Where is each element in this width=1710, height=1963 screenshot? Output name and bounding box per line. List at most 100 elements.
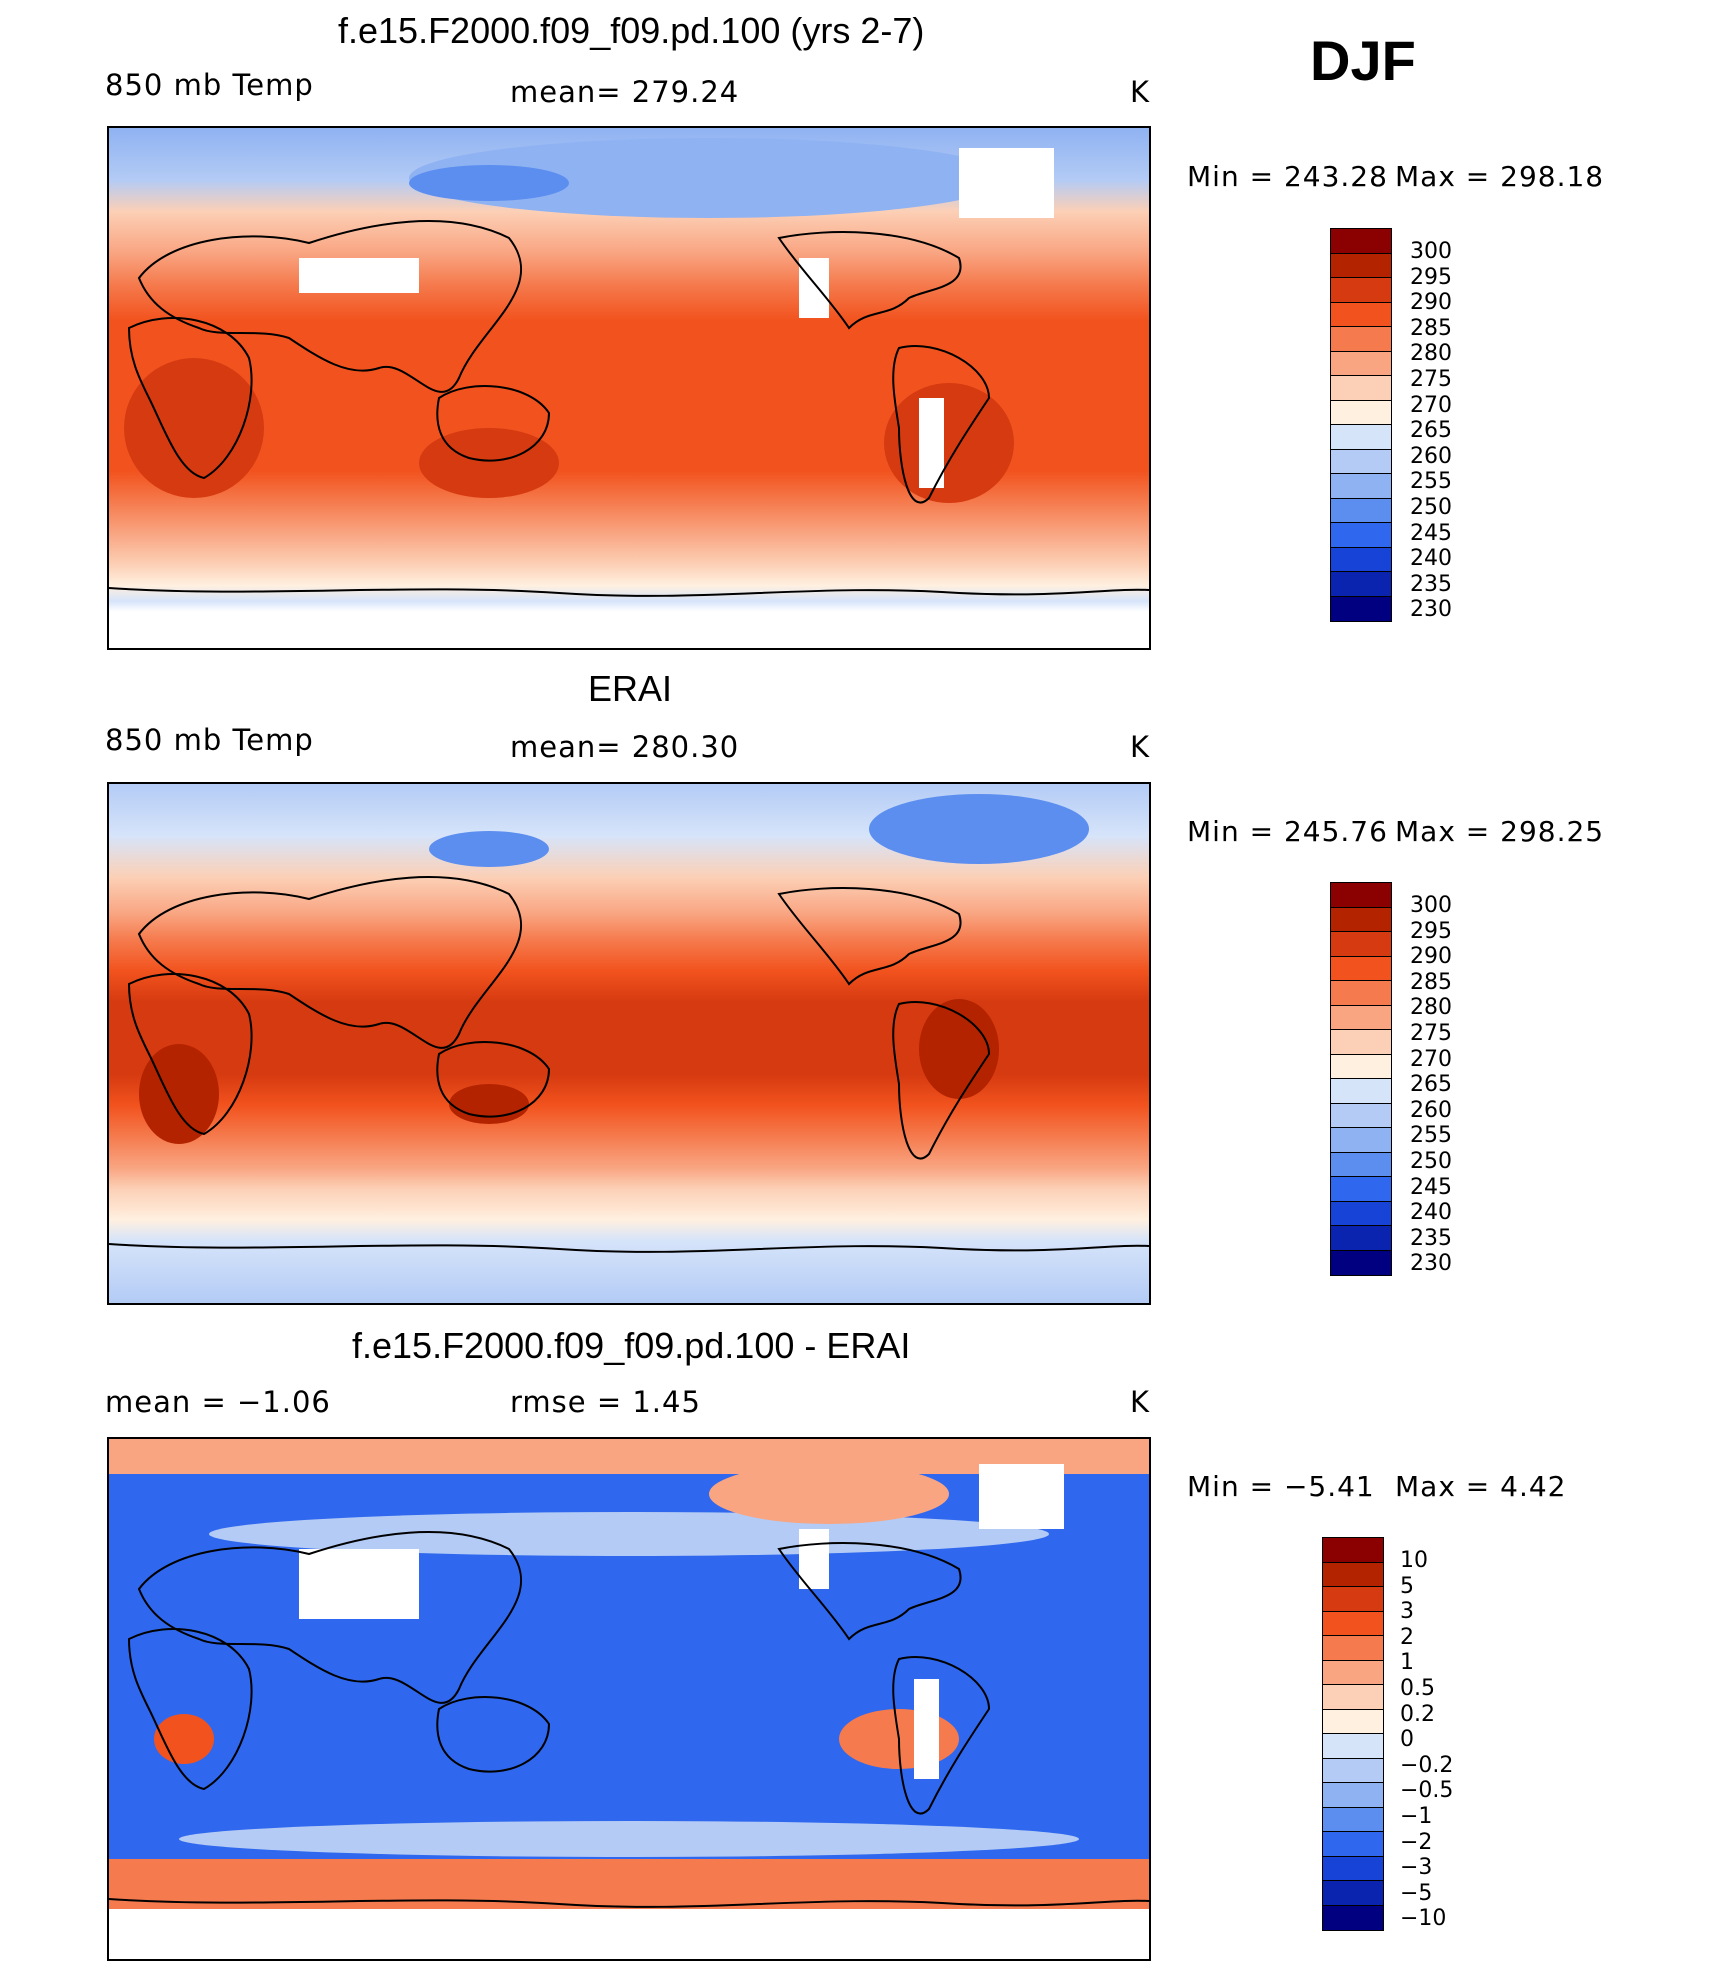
colorbar-tick-label: 275	[1410, 366, 1452, 392]
panel3-colorbar-swatch	[1323, 1587, 1383, 1612]
panel3-map	[107, 1437, 1151, 1961]
season-label: DJF	[1310, 29, 1416, 92]
panel3-rockies-mask	[799, 1529, 829, 1589]
panel2-samerica-warm-region	[919, 999, 999, 1099]
colorbar-tick-label: 265	[1410, 1072, 1452, 1098]
colorbar-tick-label: 270	[1410, 392, 1452, 418]
colorbar-tick-label: 3	[1400, 1599, 1414, 1625]
panel1-colorbar-swatch	[1331, 253, 1391, 278]
colorbar-tick-label: 10	[1400, 1548, 1428, 1573]
colorbar-tick-label: 280	[1410, 341, 1452, 367]
colorbar-tick-label: 290	[1410, 290, 1452, 316]
panel1-mean-label: mean= 279.24	[510, 75, 740, 109]
panel3-colorbar-swatch	[1323, 1538, 1383, 1563]
panel2-colorbar-labels: 300 295 290 285 280 275 270 265 260 255 …	[1410, 893, 1452, 1277]
panel1-arctic-cold-region	[409, 138, 1009, 218]
panel3-rmse-label: rmse = 1.45	[510, 1385, 701, 1419]
panel3-max-label: Max = 4.42	[1395, 1470, 1567, 1503]
panel1-colorbar-swatch	[1331, 376, 1391, 401]
panel1-colorbar-swatch	[1331, 302, 1391, 327]
panel2-colorbar-swatch	[1331, 1030, 1391, 1055]
colorbar-tick-label: 5	[1400, 1573, 1414, 1599]
panel1-tibet-mask	[299, 258, 419, 293]
colorbar-tick-label: 0.2	[1400, 1701, 1435, 1727]
panel1-colorbar-swatch	[1331, 351, 1391, 376]
panel2-colorbar-swatch	[1331, 1103, 1391, 1128]
colorbar-tick-label: 260	[1410, 443, 1452, 469]
panel1-samerica-warm-region	[884, 383, 1014, 503]
colorbar-tick-label: 300	[1410, 893, 1452, 918]
panel1-colorbar-swatch	[1331, 425, 1391, 450]
panel2-units-label: K	[1130, 730, 1151, 764]
panel3-colorbar-swatch	[1323, 1660, 1383, 1685]
colorbar-tick-label: 245	[1410, 1174, 1452, 1200]
panel1-australia-warm-region	[419, 428, 559, 498]
panel1-title: f.e15.F2000.f09_f09.pd.100 (yrs 2-7)	[338, 10, 925, 51]
colorbar-tick-label: 295	[1410, 918, 1452, 944]
colorbar-tick-label: −3	[1400, 1855, 1433, 1881]
colorbar-tick-label: −10	[1400, 1906, 1447, 1932]
panel2-colorbar-swatch	[1331, 1128, 1391, 1153]
colorbar-tick-label: 270	[1410, 1046, 1452, 1072]
panel3-colorbar-swatch	[1323, 1636, 1383, 1661]
panel3-antarctic-mask	[109, 1909, 1149, 1959]
colorbar-tick-label: 275	[1410, 1020, 1452, 1046]
colorbar-tick-label: 265	[1410, 418, 1452, 444]
panel2-colorbar-swatch	[1331, 932, 1391, 957]
panel1-colorbar-swatch	[1331, 278, 1391, 303]
colorbar-tick-label: −0.5	[1400, 1778, 1454, 1804]
colorbar-tick-label: 290	[1410, 944, 1452, 970]
panel1-colorbar	[1330, 228, 1392, 622]
panel1-colorbar-swatch	[1331, 327, 1391, 352]
panel2-colorbar-swatch	[1331, 956, 1391, 981]
colorbar-tick-label: 240	[1410, 1200, 1452, 1226]
panel1-colorbar-swatch	[1331, 596, 1391, 621]
panel2-colorbar-swatch	[1331, 1226, 1391, 1251]
colorbar-tick-label: 280	[1410, 995, 1452, 1021]
panel3-colorbar-swatch	[1323, 1881, 1383, 1906]
panel3-colorbar-swatch	[1323, 1562, 1383, 1587]
colorbar-tick-label: 255	[1410, 1123, 1452, 1149]
panel1-rockies-mask	[799, 258, 829, 318]
colorbar-tick-label: 285	[1410, 315, 1452, 341]
panel3-colorbar-swatch	[1323, 1783, 1383, 1808]
panel1-map	[107, 126, 1151, 650]
panel2-coastlines	[109, 876, 1149, 1253]
panel3-southern-pale-band	[179, 1821, 1079, 1857]
colorbar-tick-label: 230	[1410, 597, 1452, 623]
panel3-canada-warm-region	[709, 1464, 949, 1524]
panel3-arctic-warm-band	[109, 1439, 1149, 1474]
panel3-colorbar-swatch	[1323, 1905, 1383, 1930]
panel3-colorbar-swatch	[1323, 1611, 1383, 1636]
panel1-greenland-mask	[959, 148, 1054, 218]
panel1-colorbar-swatch	[1331, 400, 1391, 425]
colorbar-tick-label: 2	[1400, 1624, 1414, 1650]
panel1-colorbar-labels: 300 295 290 285 280 275 270 265 260 255 …	[1410, 239, 1452, 623]
colorbar-tick-label: 240	[1410, 546, 1452, 572]
panel1-colorbar-swatch	[1331, 547, 1391, 572]
colorbar-tick-label: 295	[1410, 264, 1452, 290]
panel2-colorbar	[1330, 882, 1392, 1276]
panel3-colorbar-swatch	[1323, 1832, 1383, 1857]
panel2-africa-warm-region	[139, 1044, 219, 1144]
colorbar-tick-label: 235	[1410, 1225, 1452, 1251]
panel3-mean-label: mean = −1.06	[105, 1385, 331, 1419]
panel3-andes-mask	[914, 1679, 939, 1779]
panel1-max-label: Max = 298.18	[1395, 160, 1605, 193]
panel3-greenland-mask	[979, 1464, 1064, 1529]
panel1-units-label: K	[1130, 75, 1151, 109]
colorbar-tick-label: −2	[1400, 1829, 1433, 1855]
panel3-southern-warm-band	[109, 1859, 1149, 1909]
panel1-colorbar-swatch	[1331, 229, 1391, 254]
panel2-asia-cold-region	[429, 831, 549, 867]
panel3-colorbar-swatch	[1323, 1685, 1383, 1710]
colorbar-tick-label: 1	[1400, 1650, 1414, 1676]
panel3-colorbar	[1322, 1537, 1384, 1931]
panel3-colorbar-labels: 10 5 3 2 1 0.5 0.2 0 −0.2 −0.5 −1 −2 −3 …	[1400, 1548, 1453, 1932]
panel3-min-label: Min = −5.41	[1187, 1470, 1375, 1503]
colorbar-tick-label: −0.2	[1400, 1752, 1454, 1778]
colorbar-tick-label: −5	[1400, 1880, 1433, 1906]
panel1-coastlines	[109, 220, 1149, 597]
colorbar-tick-label: −1	[1400, 1803, 1433, 1829]
panel2-min-label: Min = 245.76	[1187, 815, 1388, 848]
